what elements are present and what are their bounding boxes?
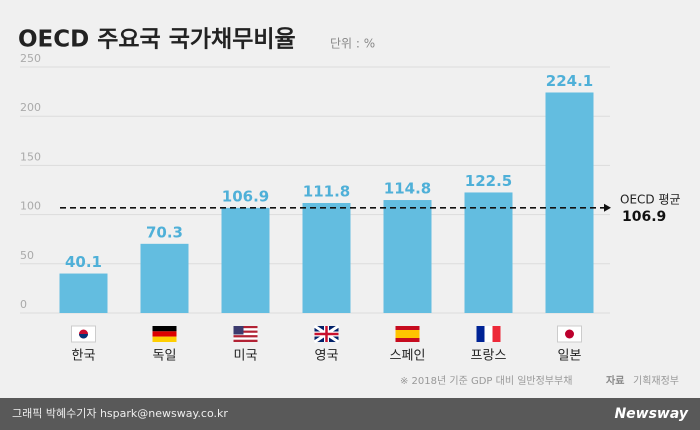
source-text: 기획재정부 [633, 375, 679, 387]
value-label: 111.8 [303, 182, 350, 200]
value-label: 122.5 [465, 172, 512, 190]
flag [152, 326, 177, 342]
flag-stripe [233, 335, 258, 338]
flag [557, 325, 582, 343]
bar [59, 273, 108, 313]
bar [302, 202, 351, 313]
flag-stripe [152, 336, 177, 342]
x-tick-label: 프랑스 [471, 349, 507, 364]
note: ※ 2018년 기준 GDP 대비 일반정부부채 [400, 375, 572, 387]
flag [476, 326, 501, 342]
flag-stripe [395, 330, 420, 338]
flag-stripe [233, 328, 258, 331]
flag-stripe [233, 337, 258, 340]
bar [383, 200, 432, 313]
x-tick-label: 미국 [234, 349, 258, 364]
flag-stripe [233, 332, 258, 336]
flag-stripe [233, 330, 258, 333]
value-label: 40.1 [65, 253, 102, 271]
flag-stripe [152, 326, 177, 332]
bar [545, 92, 594, 314]
reference-label: OECD 평균 [620, 192, 681, 206]
footer-credit: 그래픽 박혜수기자 hspark@newsway.co.kr [12, 407, 228, 420]
bar [221, 207, 270, 313]
flag-emblem [565, 329, 574, 339]
flag-stripe [492, 326, 501, 342]
value-label: 70.3 [146, 223, 183, 241]
bar [464, 192, 513, 313]
flag-emblem [79, 334, 88, 339]
flag-cross [314, 326, 339, 342]
y-tick-label: 250 [20, 52, 41, 65]
y-tick-label: 50 [20, 249, 34, 262]
flag [233, 326, 258, 342]
y-tick-label: 150 [20, 150, 41, 163]
value-label: 114.8 [384, 180, 431, 198]
chart-title: OECD 주요국 국가채무비율 [18, 27, 296, 53]
reference-arrow [604, 203, 611, 212]
x-tick-label: 일본 [558, 349, 582, 364]
flag-stripe [484, 326, 493, 342]
flag-stripe [233, 326, 258, 329]
y-tick-label: 200 [20, 101, 41, 114]
flag [71, 325, 96, 343]
flag [313, 324, 340, 344]
bar [140, 243, 189, 313]
flag-stripe [152, 331, 177, 337]
reference-value: 106.9 [622, 209, 666, 225]
y-tick-label: 100 [20, 200, 41, 213]
footer-band [0, 398, 700, 430]
y-tick-label: 0 [20, 298, 27, 311]
x-tick-label: 스페인 [390, 349, 426, 364]
value-label: 224.1 [546, 72, 593, 90]
flag [395, 326, 420, 342]
flag-stripe [233, 339, 258, 342]
flag-stripe [476, 326, 485, 342]
unit-label: 단위 : % [330, 37, 375, 51]
flag-canton [233, 326, 244, 335]
x-tick-label: 영국 [315, 349, 339, 364]
source-label: 자료 [606, 374, 624, 387]
value-label: 106.9 [222, 187, 269, 205]
footer-brand: Newsway [614, 406, 688, 422]
x-tick-label: 한국 [72, 349, 96, 364]
x-tick-label: 독일 [153, 349, 177, 364]
